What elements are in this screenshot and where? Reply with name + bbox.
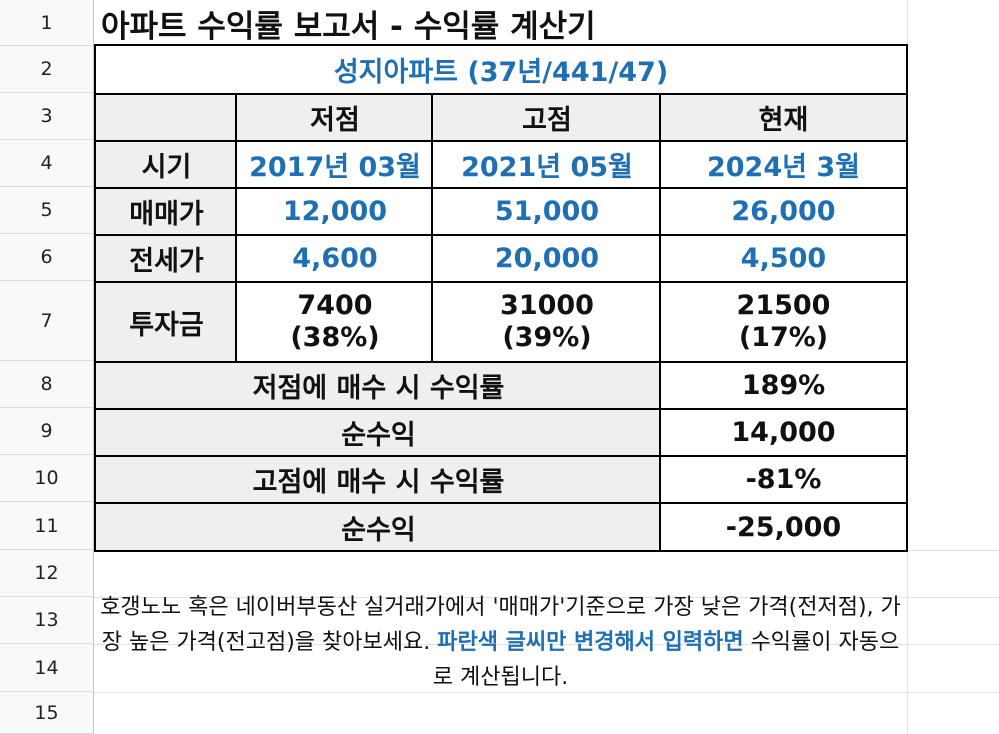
note-highlight: 파란색 글씨만 변경해서 입력하면 (437, 630, 744, 655)
corner-cell[interactable] (94, 93, 237, 140)
note-text-end: 수익률이 자동으로 계산됩니다. (432, 630, 900, 690)
gridline (94, 692, 999, 693)
row-header-13[interactable]: 13 (0, 597, 93, 644)
row-header-10[interactable]: 10 (0, 455, 93, 502)
period-high[interactable]: 2021년 05월 (431, 140, 661, 187)
instruction-note[interactable]: 호갱노노 혹은 네이버부동산 실거래가에서 '매매가'기준으로 가장 낮은 가격… (94, 590, 907, 695)
sale-now[interactable]: 26,000 (659, 187, 908, 234)
row-header-4[interactable]: 4 (0, 140, 93, 187)
sale-high[interactable]: 51,000 (431, 187, 661, 234)
row-header-15[interactable]: 15 (0, 692, 93, 734)
row-header-14[interactable]: 14 (0, 644, 93, 692)
label-sale[interactable]: 매매가 (94, 187, 237, 234)
period-now[interactable]: 2024년 3월 (659, 140, 908, 187)
note-text: 호갱노노 혹은 네이버부동산 실거래가에서 '매매가'기준으로 가장 낮은 가격… (100, 595, 901, 655)
row-header-2[interactable]: 2 (0, 46, 93, 93)
result-label-low-profit[interactable]: 순수익 (94, 408, 661, 455)
result-label-low-yield[interactable]: 저점에 매수 시 수익률 (94, 361, 661, 408)
period-low[interactable]: 2017년 03월 (235, 140, 433, 187)
jeonse-now[interactable]: 4,500 (659, 234, 908, 281)
invest-now-amount: 21500 (736, 290, 831, 322)
header-low[interactable]: 저점 (235, 93, 433, 140)
invest-low-amount: 7400 (297, 290, 373, 322)
row-header-11[interactable]: 11 (0, 502, 93, 550)
row-header-12[interactable]: 12 (0, 550, 93, 597)
row-header-8[interactable]: 8 (0, 361, 93, 408)
invest-now-percent: (17%) (738, 322, 829, 353)
row-header-border (93, 0, 94, 734)
invest-now[interactable]: 21500 (17%) (659, 281, 908, 361)
label-period[interactable]: 시기 (94, 140, 237, 187)
invest-high-amount: 31000 (500, 290, 594, 322)
gridline (94, 597, 999, 598)
label-jeonse[interactable]: 전세가 (94, 234, 237, 281)
invest-high[interactable]: 31000 (39%) (431, 281, 661, 361)
header-now[interactable]: 현재 (659, 93, 908, 140)
sheet-title[interactable]: 아파트 수익률 보고서 - 수익률 계산기 (101, 8, 596, 45)
invest-low[interactable]: 7400 (38%) (235, 281, 433, 361)
jeonse-high[interactable]: 20,000 (431, 234, 661, 281)
row-header-9[interactable]: 9 (0, 408, 93, 455)
jeonse-low[interactable]: 4,600 (235, 234, 433, 281)
result-label-high-profit[interactable]: 순수익 (94, 502, 661, 552)
sale-low[interactable]: 12,000 (235, 187, 433, 234)
result-value-high-profit[interactable]: -25,000 (659, 502, 908, 552)
invest-high-percent: (39%) (502, 322, 592, 353)
row-header-7[interactable]: 7 (0, 281, 93, 361)
result-label-high-yield[interactable]: 고점에 매수 시 수익률 (94, 455, 661, 502)
gridline (94, 644, 999, 645)
result-value-low-yield[interactable]: 189% (659, 361, 908, 408)
result-value-high-yield[interactable]: -81% (659, 455, 908, 502)
header-high[interactable]: 고점 (431, 93, 661, 140)
apartment-name-cell[interactable]: 성지아파트 (37년/441/47) (94, 44, 908, 93)
label-invest[interactable]: 투자금 (94, 281, 237, 361)
row-header-1[interactable]: 1 (0, 0, 93, 46)
row-header-6[interactable]: 6 (0, 234, 93, 281)
result-value-low-profit[interactable]: 14,000 (659, 408, 908, 455)
row-header-3[interactable]: 3 (0, 93, 93, 140)
invest-low-percent: (38%) (290, 322, 380, 353)
row-header-5[interactable]: 5 (0, 187, 93, 234)
